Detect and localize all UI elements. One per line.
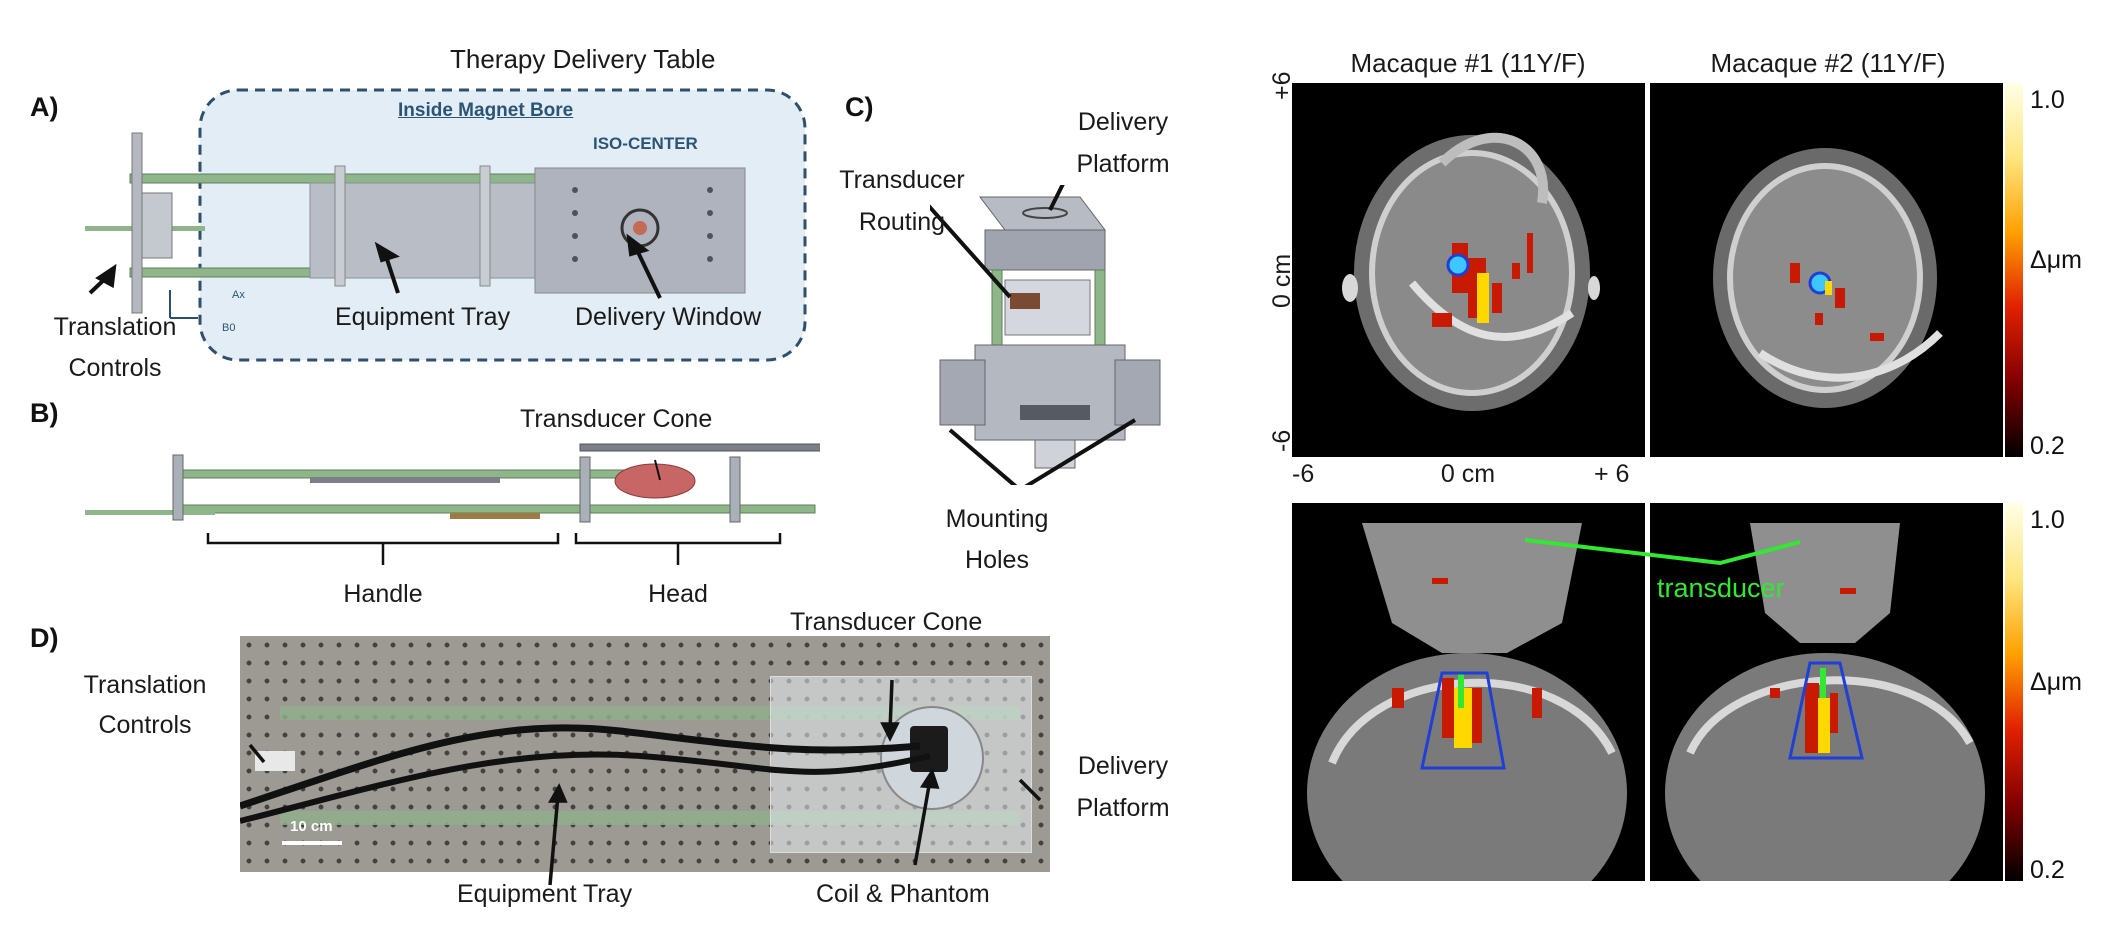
x-tick-right: + 6 [1594,460,1630,488]
transducer-platform [579,443,820,452]
label-controls: Controls [68,354,162,382]
transducer-cone-shape [614,463,696,499]
label-equipment-tray: Equipment Tray [335,303,511,331]
label-translation: Translation [53,313,177,341]
label-transducer-c: Transducer [839,166,965,194]
cbar-top-unit: Δμm [2030,246,2082,274]
label-transducer-cone-d: Transducer Cone [790,608,983,636]
panel-d-arrows [248,679,1042,886]
mri-axial-macaque-1 [1292,83,1645,457]
panel-c-letter: C) [845,92,874,122]
axis-b0: B0 [222,322,236,334]
label-translation-d: Translation [83,671,207,699]
label-mounting: Mounting [945,505,1049,533]
label-controls-d: Controls [98,711,192,739]
cbar-bottom-max: 1.0 [2030,506,2065,534]
mri-sagittal-macaque-1 [1292,503,1645,881]
label-routing-c: Routing [858,208,946,236]
panel-b-diagram [85,443,820,565]
label-platform-d: Platform [1076,794,1170,822]
label-handle: Handle [343,580,423,608]
panel-a-title: Therapy Delivery Table [450,44,716,74]
colorbar-top [2005,83,2023,457]
bore-label: Inside Magnet Bore [398,100,574,121]
panel-d-photo: 10 cm [240,636,1050,872]
label-equipment-tray-d: Equipment Tray [457,880,633,908]
label-platform-c: Platform [1076,150,1170,178]
transducer-pointer [1524,538,1801,566]
cbar-bottom-min: 0.2 [2030,856,2065,884]
label-head: Head [648,580,708,608]
label-coil-phantom: Coil & Phantom [816,880,990,908]
panel-d-letter: D) [30,623,59,653]
label-delivery-c: Delivery [1077,108,1169,136]
label-delivery-window: Delivery Window [575,303,762,331]
col-title-macaque-2: Macaque #2 (11Y/F) [1710,48,1946,78]
label-transducer-cone-b: Transducer Cone [520,405,713,433]
label-transducer: transducer [1657,573,1785,603]
label-delivery-d: Delivery [1077,752,1169,780]
x-tick-mid: 0 cm [1440,460,1496,488]
panel-a-letter: A) [30,92,59,122]
panel-a-diagram [85,88,807,362]
col-title-macaque-1: Macaque #1 (11Y/F) [1350,48,1586,78]
colorbar-bottom [2005,503,2023,881]
cbar-bottom-unit: Δμm [2030,668,2082,696]
axis-ax: Ax [232,289,245,301]
iso-label: ISO-CENTER [593,134,698,153]
x-tick-left: -6 [1292,460,1315,488]
label-holes: Holes [965,546,1029,574]
mri-sagittal-macaque-2 [1650,503,2003,881]
panel-b-letter: B) [30,398,59,428]
mri-axial-macaque-2 [1650,83,2003,457]
cbar-top-max: 1.0 [2030,86,2065,114]
cbar-top-min: 0.2 [2030,432,2065,460]
scale-bar-label: 10 cm [290,818,333,835]
panel-c-diagram [930,185,1161,485]
